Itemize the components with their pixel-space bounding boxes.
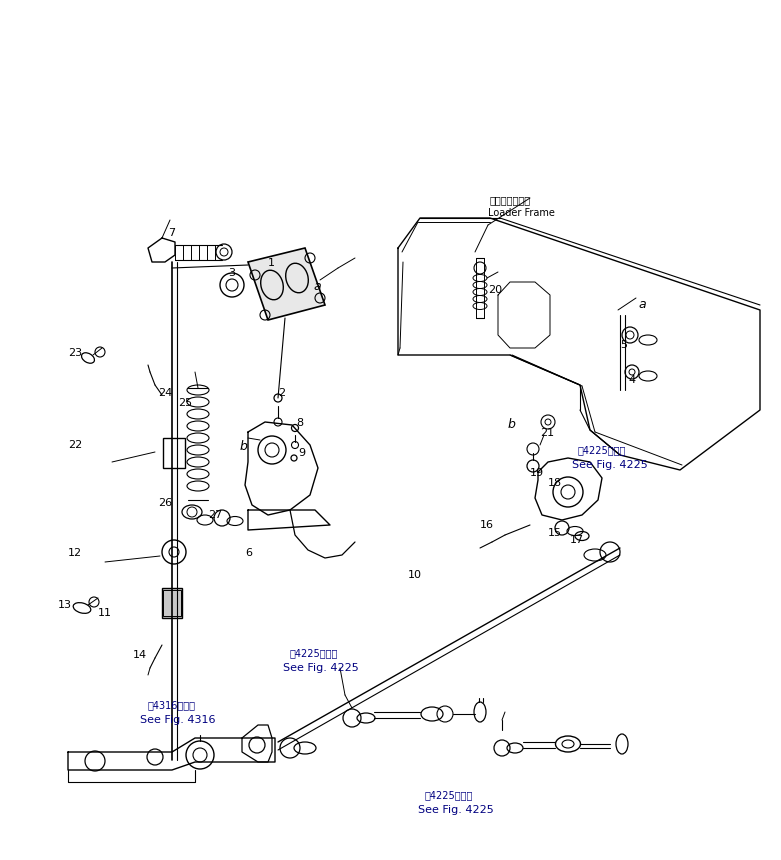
Text: 27: 27	[208, 510, 223, 520]
Text: 9: 9	[298, 448, 305, 458]
Text: 4: 4	[628, 375, 635, 385]
Text: 13: 13	[58, 600, 72, 610]
Text: 2: 2	[278, 388, 285, 398]
Text: 笥4225図参照: 笥4225図参照	[425, 790, 473, 800]
Text: 17: 17	[570, 535, 584, 545]
Text: 6: 6	[245, 548, 252, 558]
Text: 15: 15	[548, 528, 562, 538]
Text: 1: 1	[268, 258, 275, 268]
Bar	[163, 438, 185, 468]
Text: 25: 25	[178, 398, 192, 408]
Text: a: a	[313, 280, 321, 293]
Text: 3: 3	[228, 268, 235, 278]
Text: 7: 7	[168, 228, 175, 238]
Text: 23: 23	[68, 348, 82, 358]
Text: See Fig. 4225: See Fig. 4225	[283, 663, 358, 673]
Text: 10: 10	[408, 570, 422, 580]
Text: 11: 11	[98, 608, 112, 618]
Text: 21: 21	[540, 428, 555, 438]
Text: 19: 19	[530, 468, 544, 478]
Text: b: b	[240, 440, 248, 453]
Text: 8: 8	[296, 418, 303, 428]
Text: 24: 24	[158, 388, 173, 398]
Text: 16: 16	[480, 520, 494, 530]
Text: 14: 14	[133, 650, 147, 660]
Text: b: b	[508, 418, 516, 431]
Text: 5: 5	[620, 340, 627, 350]
Bar	[162, 588, 182, 618]
Text: 笥4225図参照: 笥4225図参照	[290, 648, 338, 658]
Text: 26: 26	[158, 498, 172, 508]
Text: a: a	[638, 298, 646, 311]
Text: 20: 20	[488, 285, 502, 295]
Text: ローダフレーム: ローダフレーム	[490, 195, 531, 205]
Text: 笥4225図参照: 笥4225図参照	[578, 445, 626, 455]
Text: 22: 22	[68, 440, 82, 450]
Text: See Fig. 4225: See Fig. 4225	[572, 460, 647, 470]
Polygon shape	[248, 248, 325, 320]
Text: 18: 18	[548, 478, 562, 488]
Text: Loader Frame: Loader Frame	[488, 208, 555, 218]
Text: 笥4316図参照: 笥4316図参照	[148, 700, 196, 710]
Bar	[163, 590, 181, 616]
Text: See Fig. 4316: See Fig. 4316	[140, 715, 216, 725]
Text: 12: 12	[68, 548, 82, 558]
Text: See Fig. 4225: See Fig. 4225	[418, 805, 494, 815]
